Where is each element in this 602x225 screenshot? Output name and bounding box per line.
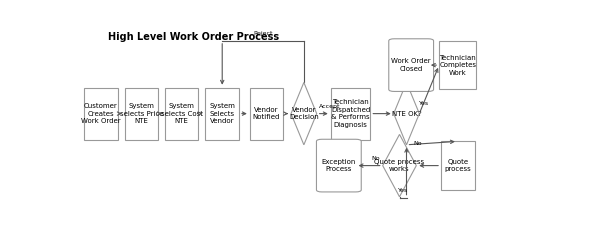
Text: System
selects Cost
NTE: System selects Cost NTE [161,103,203,124]
Text: System
Selects
Vendor: System Selects Vendor [209,103,235,124]
Text: Quote process
works: Quote process works [374,159,424,172]
FancyBboxPatch shape [165,88,199,140]
Polygon shape [383,134,417,197]
Text: Vendor
Notified: Vendor Notified [253,107,280,120]
Text: Work Order
Closed: Work Order Closed [391,58,431,72]
FancyBboxPatch shape [439,41,477,89]
FancyBboxPatch shape [125,88,158,140]
Polygon shape [394,82,420,145]
Polygon shape [291,82,317,145]
FancyBboxPatch shape [330,88,370,140]
Text: Vendor
Decision: Vendor Decision [289,107,318,120]
FancyBboxPatch shape [441,141,474,190]
Text: Quote
process: Quote process [444,159,471,172]
FancyBboxPatch shape [84,88,118,140]
Text: Yes: Yes [419,101,429,106]
FancyBboxPatch shape [205,88,239,140]
Text: Technician
Dispatched
& Performs
Diagnosis: Technician Dispatched & Performs Diagnos… [331,99,370,128]
Text: No: No [414,141,423,146]
FancyBboxPatch shape [389,39,433,91]
FancyBboxPatch shape [250,88,284,140]
Text: High Level Work Order Process: High Level Work Order Process [108,32,279,42]
Text: System
selects Price
NTE: System selects Price NTE [120,103,163,124]
Text: No: No [371,156,380,161]
Text: Reject: Reject [253,32,273,36]
Text: Technician
Completes
Work: Technician Completes Work [439,55,476,76]
Text: NTE OK?: NTE OK? [392,111,421,117]
Text: Yes: Yes [398,188,408,193]
Text: Customer
Creates
Work Order: Customer Creates Work Order [81,103,121,124]
Text: Exception
Process: Exception Process [321,159,356,172]
FancyBboxPatch shape [317,139,361,192]
Text: Accept: Accept [319,104,341,109]
